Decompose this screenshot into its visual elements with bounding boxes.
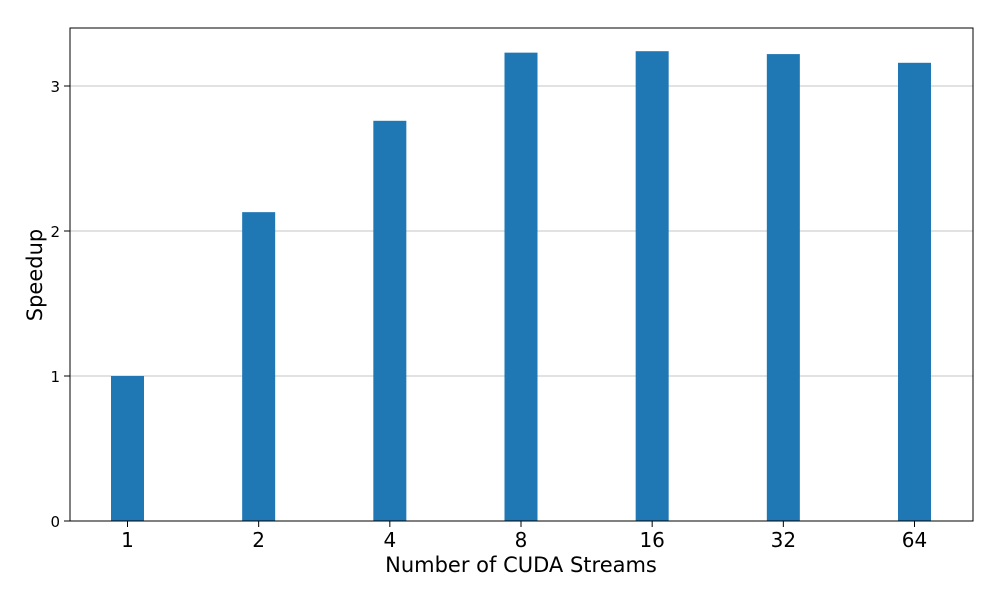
x-tick-label: 16	[639, 528, 664, 552]
bars-layer	[111, 51, 931, 522]
ticks-layer: 0 1 2 3 1 2 4 8 16 32 64	[50, 78, 927, 552]
bar	[898, 62, 931, 522]
bar	[635, 51, 669, 521]
y-tick-label: 0	[50, 513, 60, 531]
y-tick-label: 2	[50, 223, 60, 241]
x-tick-label: 2	[252, 528, 265, 552]
x-tick-label: 1	[121, 528, 134, 552]
bar	[766, 54, 800, 521]
x-axis-label: Number of CUDA Streams	[385, 553, 657, 577]
bar	[373, 120, 407, 522]
bar	[111, 376, 144, 521]
y-tick-label: 1	[50, 368, 60, 386]
y-axis-label: Speedup	[23, 229, 47, 321]
x-tick-label: 32	[771, 528, 796, 552]
bar	[504, 52, 538, 522]
x-tick-label: 8	[515, 528, 528, 552]
y-tick-label: 3	[50, 78, 60, 96]
x-tick-label: 4	[383, 528, 396, 552]
bar	[242, 212, 276, 521]
x-tick-label: 64	[902, 528, 927, 552]
